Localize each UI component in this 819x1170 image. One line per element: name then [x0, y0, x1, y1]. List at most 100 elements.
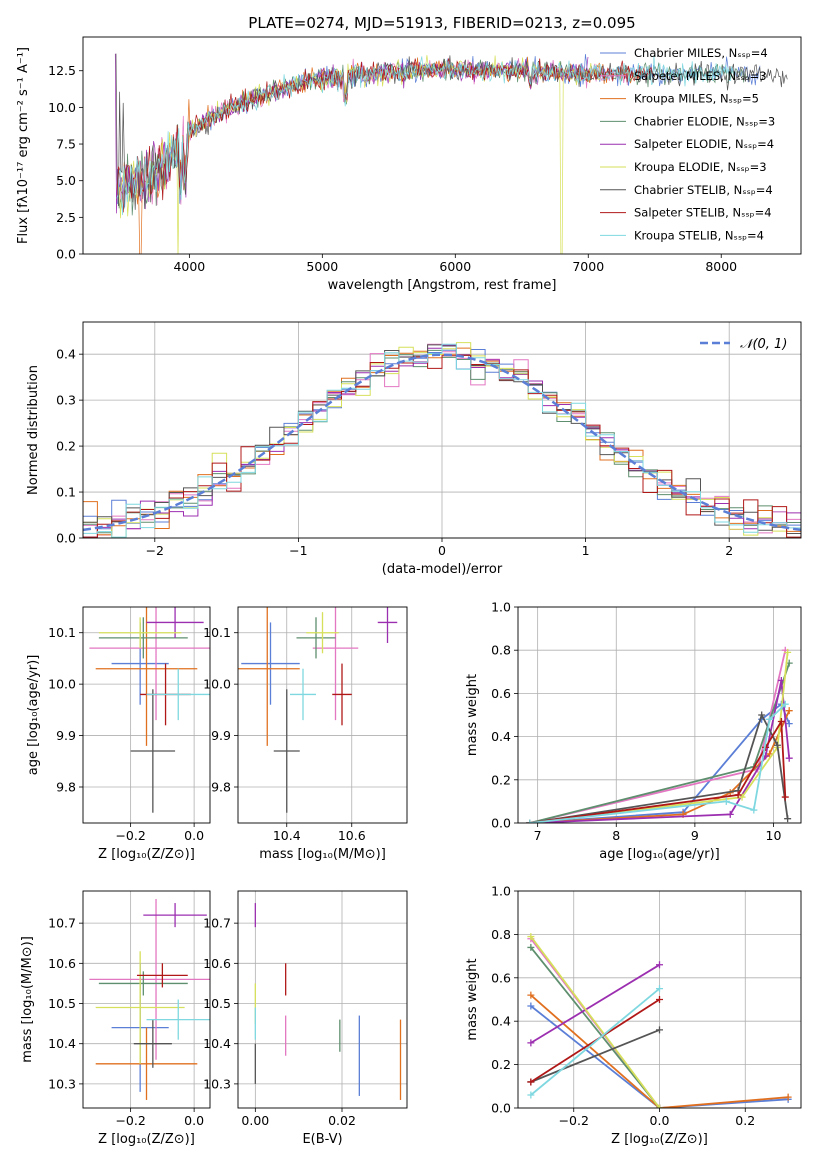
x-tick-label: 0.0	[184, 828, 204, 843]
y-tick-label: 9.8	[56, 780, 76, 795]
y-tick-label: 0.2	[491, 1057, 511, 1072]
y-tick-label: 7.5	[56, 137, 76, 152]
weight-line-kroupa-elodie	[527, 933, 663, 1108]
figure-title: PLATE=0274, MJD=51913, FIBERID=0213, z=0…	[248, 14, 635, 32]
x-tick-label: 1	[582, 543, 590, 558]
y-tick-label: 10.7	[203, 916, 231, 931]
weight-marker	[750, 806, 758, 814]
y-axis-label: mass weight	[465, 958, 480, 1040]
spectrum-line-kroupa-stelib	[116, 55, 735, 216]
mass-vs-Z-panel: −0.2 0.0 10.3 10.4 10.5 10.6 10.7 Z [log₁₀(Z/Z⊙…	[20, 890, 211, 1147]
y-tick-label: 10.1	[48, 625, 76, 640]
errorbar-salpeter-miles	[89, 899, 210, 1060]
errorbar-kroupa-elodie	[306, 612, 339, 654]
weight-marker	[738, 793, 746, 801]
x-tick-label: 10	[766, 828, 782, 843]
spectrum-legend: Chabrier MILES, Nₛₛₚ=4 Salpeter MILES, Nₛ…	[600, 46, 775, 242]
y-tick-label: 0.6	[491, 970, 511, 985]
x-tick-label: 0.2	[735, 1113, 755, 1128]
x-tick-label: −1	[289, 543, 307, 558]
weight-marker	[758, 711, 766, 719]
age-vs-Z-ticks: −0.2 0.0 9.8 9.9 10.0 10.1	[48, 625, 204, 843]
y-tick-label: 10.4	[203, 1036, 231, 1051]
weight-vs-age-ticks: 7 8 9 10 0.0 0.2 0.4 0.6 0.8 1.0	[491, 600, 781, 844]
y-tick-label: 10.0	[48, 100, 76, 115]
x-axis-label: mass [log₁₀(M/M⊙)]	[259, 847, 386, 862]
y-tick-label: 10.5	[48, 996, 76, 1011]
x-tick-label: 9	[691, 828, 699, 843]
spectrum-line-kroupa-elodie	[116, 55, 601, 254]
residuals-plot-area	[83, 342, 801, 538]
x-tick-label: 6000	[439, 259, 471, 274]
weight-marker	[773, 741, 781, 749]
errorbar-kroupa-miles	[95, 607, 198, 746]
x-tick-label: 10.4	[273, 828, 301, 843]
x-tick-label: −0.2	[115, 1113, 145, 1128]
y-tick-label: 9.9	[211, 728, 231, 743]
y-tick-label: 10.5	[203, 996, 231, 1011]
y-tick-label: 0.8	[491, 643, 511, 658]
x-tick-label: 7000	[572, 259, 604, 274]
weight-marker	[777, 676, 785, 684]
y-tick-label: 1.0	[491, 884, 511, 899]
y-tick-label: 0.0	[56, 531, 76, 546]
mass-vs-EBV-ticks: 0.00 0.02 10.3 10.4 10.5 10.6 10.7	[203, 916, 356, 1128]
x-axis-label: Z [log₁₀(Z/Z⊙)]	[98, 1132, 195, 1147]
y-axis-label: age [log₁₀(age/yr)]	[26, 655, 41, 776]
weight-marker	[781, 793, 789, 801]
axes-frame	[82, 890, 211, 1109]
legend-label-kroupa-miles: Kroupa MILES, Nₛₛₚ=5	[634, 92, 759, 106]
mass-vs-Z-plot-area	[89, 899, 210, 1100]
y-tick-label: 10.6	[203, 956, 231, 971]
errorbar-chabrier-miles	[241, 622, 300, 705]
errorbar-salpeter-miles	[89, 607, 210, 721]
weight-marker	[785, 707, 793, 715]
weight-line-chabrier-stelib	[527, 1026, 663, 1086]
weight-marker	[527, 1039, 535, 1047]
weight-marker	[722, 797, 730, 805]
y-tick-label: 0.6	[491, 686, 511, 701]
weight-marker	[777, 717, 785, 725]
y-tick-label: 10.0	[203, 677, 231, 692]
errorbar-chabrier-elodie	[98, 617, 188, 659]
y-axis-label: mass weight	[465, 674, 480, 756]
normal-pdf-curve	[83, 353, 801, 532]
x-tick-label: 5000	[306, 259, 338, 274]
errorbar-salpeter-stelib	[136, 963, 188, 988]
y-tick-label: 0.0	[491, 1101, 511, 1116]
errorbar-kroupa-stelib	[290, 668, 316, 721]
weight-marker	[726, 810, 734, 818]
axes-frame	[82, 321, 802, 539]
x-tick-label: 8	[612, 828, 620, 843]
y-tick-label: 0.4	[491, 1014, 511, 1029]
x-tick-label: 0.00	[241, 1113, 269, 1128]
age-vs-mass-grid	[238, 607, 407, 823]
y-tick-label: 10.4	[48, 1036, 76, 1051]
legend-label-chabrier-stelib: Chabrier STELIB, Nₛₛₚ=4	[634, 183, 773, 197]
age-vs-Z-plot-area	[89, 607, 210, 813]
weight-marker	[734, 791, 742, 799]
x-tick-label: 2	[725, 543, 733, 558]
y-tick-label: 0.2	[491, 772, 511, 787]
y-axis-label: Flux [fλ10⁻¹⁷ erg cm⁻² s⁻¹ A⁻¹]	[16, 47, 31, 244]
y-tick-label: 0.0	[56, 247, 76, 262]
legend-label-salpeter-elodie: Salpeter ELODIE, Nₛₛₚ=4	[634, 137, 774, 151]
y-tick-label: 0.4	[491, 729, 511, 744]
weight-vs-Z-panel: −0.2 0.0 0.2 0.0 0.2 0.4 0.6 0.8 1.0 Z [log₁₀(Z/Z…	[465, 884, 802, 1147]
axes-frame	[82, 606, 211, 824]
y-tick-label: 10.3	[48, 1076, 76, 1091]
x-axis-label: age [log₁₀(age/yr)]	[599, 847, 720, 862]
axes-frame	[517, 606, 802, 824]
errorbar-kroupa-miles	[95, 1027, 198, 1100]
weight-vs-Z-plot-area	[527, 933, 792, 1108]
spectrum-line-salpeter-stelib	[116, 57, 655, 213]
weight-marker	[656, 996, 663, 1003]
weight-line-salpeter-elodie	[527, 961, 663, 1047]
y-tick-label: 0.3	[56, 393, 76, 408]
errorbar-salpeter-miles	[312, 607, 359, 721]
x-tick-label: 0	[438, 543, 446, 558]
errorbar-chabrier-stelib	[273, 689, 300, 813]
mass-vs-Z-ticks: −0.2 0.0 10.3 10.4 10.5 10.6 10.7	[48, 916, 204, 1128]
legend-label-normal: 𝒩(0, 1)	[740, 337, 787, 352]
errorbar-kroupa-elodie	[98, 617, 182, 649]
